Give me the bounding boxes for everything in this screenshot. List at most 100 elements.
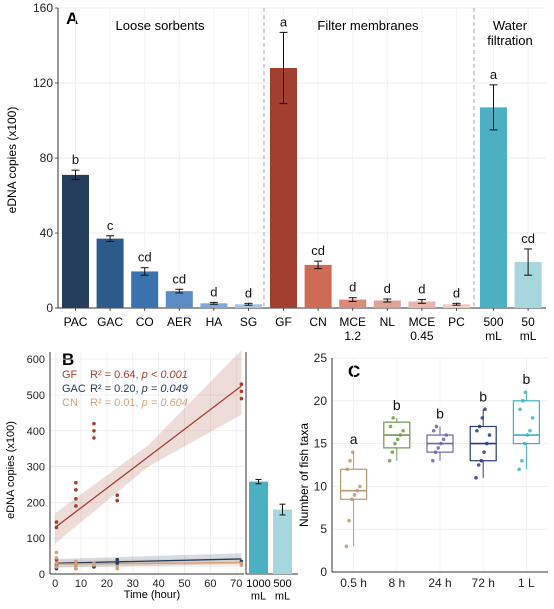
panel-b-ci-band bbox=[55, 350, 242, 544]
panel-b-point bbox=[74, 504, 78, 508]
panel-c-point bbox=[436, 446, 441, 450]
panel-b-point bbox=[54, 556, 59, 560]
panel-c-ytick-label: 25 bbox=[314, 351, 328, 365]
panel-a-xtick-label: PAC bbox=[64, 315, 88, 329]
panel-a-bar bbox=[200, 303, 228, 308]
panel-c-point bbox=[477, 424, 482, 429]
panel-a-sig-letter: cd bbox=[311, 243, 325, 258]
panel-a-sig-letter: d bbox=[453, 285, 460, 300]
panel-c-sig-letter: b bbox=[393, 397, 401, 413]
panel-a-xtick-label: AER bbox=[167, 315, 192, 329]
panel-a-sig-letter: d bbox=[210, 284, 217, 299]
panel-b-fit-line bbox=[55, 558, 242, 564]
panel-c-point bbox=[355, 488, 360, 493]
panel-b-point bbox=[239, 563, 244, 567]
panel-b-point bbox=[115, 498, 120, 503]
panel-c-ytick-label: 15 bbox=[314, 437, 328, 451]
panel-b-point bbox=[239, 396, 244, 401]
panel-b-xtick-label: 20 bbox=[101, 578, 113, 590]
panel-a-bar bbox=[96, 238, 124, 308]
panel-c-point bbox=[479, 458, 484, 463]
panel-a-bar bbox=[270, 68, 297, 308]
panel-c-point bbox=[390, 450, 395, 454]
panel-a-bar bbox=[165, 291, 193, 308]
panel-c-ytick-label: 5 bbox=[320, 522, 327, 536]
panel-a-xtick-label: CN bbox=[309, 315, 326, 329]
panel-b-inset-label: 1000 mL bbox=[246, 578, 270, 603]
panel-c-point bbox=[487, 433, 492, 437]
panel-c-point bbox=[434, 424, 439, 429]
panel-c-point bbox=[433, 450, 438, 454]
panel-b-point bbox=[74, 563, 78, 567]
panel-c-xtick-label: 0.5 h bbox=[340, 576, 367, 590]
panel-c-point bbox=[523, 390, 528, 395]
panel-b-point bbox=[115, 566, 120, 571]
panel-a-bar bbox=[339, 299, 367, 308]
panel-b-point bbox=[54, 525, 59, 530]
panel-b-point bbox=[54, 520, 59, 524]
panel-b-fit-line bbox=[54, 385, 242, 528]
panel-b-inset-label: 500 mL bbox=[273, 578, 291, 603]
panel-a-group-title: Filter membranes bbox=[317, 18, 419, 33]
panel-b-inset-bar bbox=[249, 481, 268, 574]
panel-b-point bbox=[92, 428, 96, 433]
panel-c-point bbox=[398, 433, 403, 437]
panel-c-point bbox=[517, 467, 521, 472]
panel-a-bar bbox=[480, 107, 507, 308]
panel-b-point bbox=[54, 561, 59, 566]
panel-a-xtick-label: NL bbox=[380, 315, 396, 329]
panel-a-sig-letter: a bbox=[280, 14, 288, 29]
panel-c-point bbox=[521, 399, 525, 403]
panel-b-point bbox=[92, 563, 96, 567]
panel-a-xtick-label: GAC bbox=[97, 315, 123, 329]
panel-b-xtick-label: 70 bbox=[230, 578, 242, 590]
panel-c-point bbox=[475, 428, 479, 433]
panel-b-point bbox=[74, 566, 78, 571]
panel-c-point bbox=[350, 497, 354, 502]
panel-a-label: A bbox=[66, 9, 78, 28]
panel-b-point bbox=[92, 421, 96, 426]
panel-c-sig-letter: b bbox=[479, 388, 487, 404]
panel-b-ytick-label: 600 bbox=[27, 354, 45, 366]
panel-c-xtick-label: 1 L bbox=[518, 576, 535, 590]
panel-c-point bbox=[344, 544, 349, 549]
panel-c-xtick-label: 8 h bbox=[388, 576, 405, 590]
panel-c-xtick-label: 72 h bbox=[472, 576, 495, 590]
panel-a-bar bbox=[235, 304, 262, 308]
panel-a-ytick-label: 80 bbox=[40, 151, 54, 165]
panel-c-point bbox=[528, 428, 532, 433]
panel-c-ylabel: Number of fish taxa bbox=[297, 423, 311, 527]
panel-c-point bbox=[525, 433, 530, 437]
panel-b-ytick-label: 100 bbox=[27, 533, 45, 545]
panel-c-point bbox=[348, 458, 352, 463]
panel-c-point bbox=[352, 493, 357, 497]
panel-b-point bbox=[74, 497, 78, 501]
panel-a-sig-letter: b bbox=[72, 152, 79, 167]
panel-b-xtick-label: 30 bbox=[127, 578, 139, 590]
panel-b-point bbox=[74, 559, 78, 564]
panel-a-xtick-label: 50 mL bbox=[520, 315, 537, 343]
panel-b-ytick-label: 500 bbox=[27, 390, 45, 402]
panel-c-point bbox=[518, 407, 522, 412]
panel-a-xtick-label: HA bbox=[206, 315, 223, 329]
panel-b-legend-name: GAC bbox=[62, 383, 86, 395]
panel-b-legend-stat: R² = 0.64, p < 0.001 bbox=[90, 369, 188, 381]
panel-a-group-title: Water filtration bbox=[487, 18, 533, 48]
panel-a-group-title: Loose sorbents bbox=[116, 18, 205, 33]
panel-c-point bbox=[474, 476, 478, 480]
panel-a-bar bbox=[62, 174, 89, 308]
panel-a-xtick-label: SG bbox=[240, 315, 257, 329]
panel-a-ylabel: eDNA copies (x100) bbox=[5, 107, 19, 214]
panel-c-point bbox=[391, 416, 396, 420]
panel-b-xtick-label: 60 bbox=[204, 578, 216, 590]
panel-c-point bbox=[476, 463, 481, 467]
panel-c-point bbox=[482, 450, 486, 454]
panel-b-ylabel: eDNA copies (x100) bbox=[5, 421, 17, 519]
panel-b-inset-bar bbox=[273, 509, 292, 574]
panel-c-xtick-label: 24 h bbox=[428, 576, 451, 590]
panel-b-xtick-label: 50 bbox=[178, 578, 190, 590]
panel-a-sig-letter: c bbox=[107, 218, 114, 233]
panel-c-point bbox=[388, 424, 393, 429]
panel-b-ytick-label: 400 bbox=[27, 426, 45, 438]
